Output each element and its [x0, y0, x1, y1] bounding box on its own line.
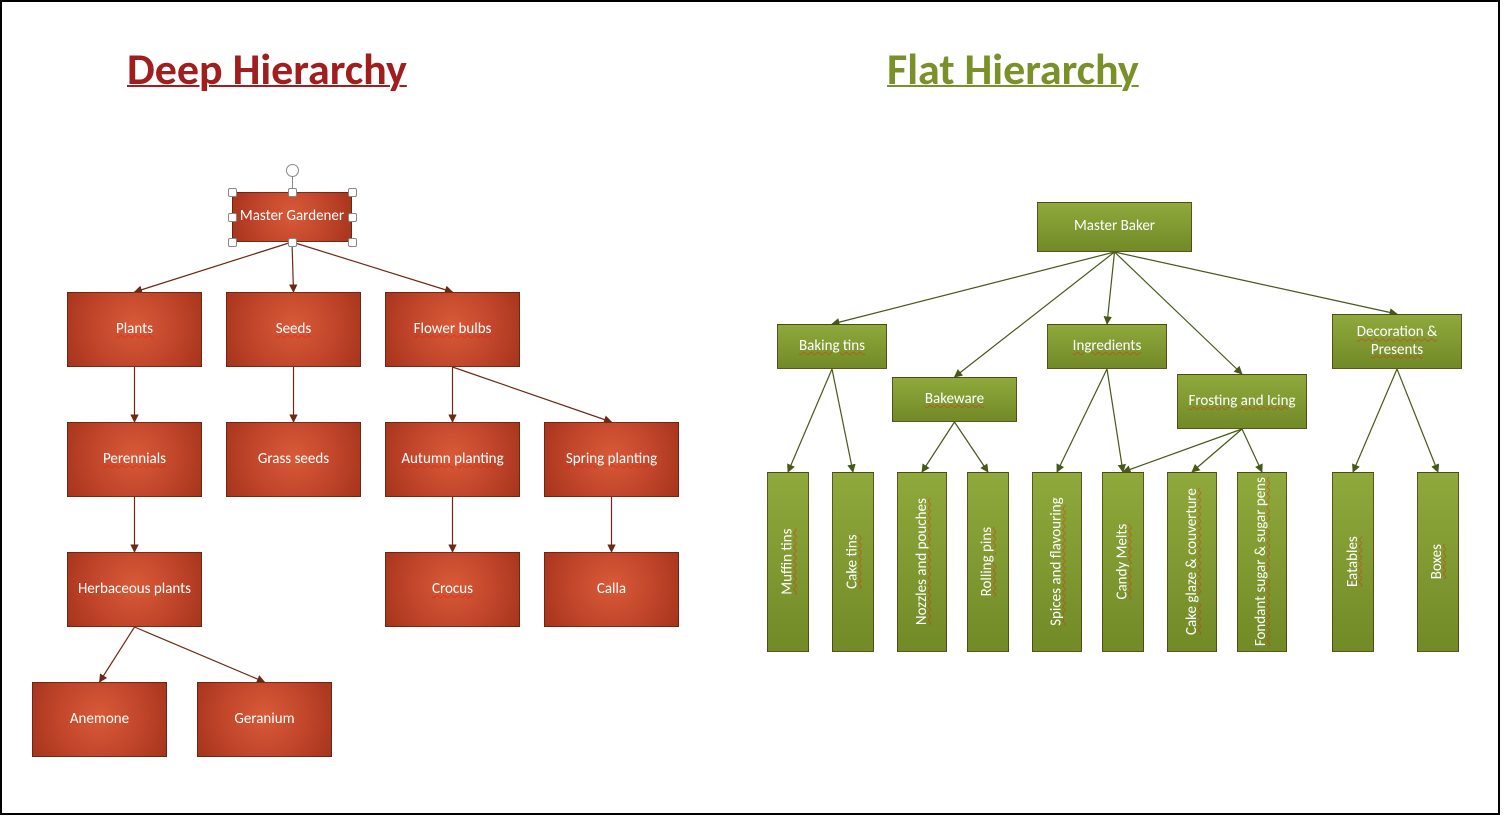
node-rolling-pins: Rolling pins	[967, 472, 1009, 652]
node-muffin-tins: Muffin tins	[767, 472, 809, 652]
edge-herbaceous-plants-to-anemone	[100, 627, 135, 682]
selection-handle[interactable]	[288, 238, 297, 247]
node-boxes: Boxes	[1417, 472, 1459, 652]
node-label: Spring planting	[566, 450, 657, 468]
node-bakeware: Bakeware	[892, 377, 1017, 422]
node-master-baker: Master Baker	[1037, 202, 1192, 252]
node-crocus: Crocus	[385, 552, 520, 627]
node-label: Master Gardener	[240, 208, 344, 225]
node-flower-bulbs: Flower bulbs	[385, 292, 520, 367]
node-label: Bakeware	[925, 390, 984, 408]
node-label: Decoration & Presents	[1357, 323, 1438, 358]
edge-baking-tins-to-muffin-tins	[788, 369, 832, 472]
node-label: Rolling pins	[978, 527, 996, 596]
node-decoration-presents: Decoration & Presents	[1332, 314, 1462, 369]
selection-handle[interactable]	[228, 188, 237, 197]
node-eatables: Eatables	[1332, 472, 1374, 652]
edge-herbaceous-plants-to-geranium	[135, 627, 265, 682]
diagram-canvas: Deep Hierarchy Flat Hierarchy Master Gar…	[0, 0, 1500, 815]
node-label: Spices and flavouring	[1047, 498, 1065, 627]
node-herbaceous-plants: Herbaceous plants	[67, 552, 202, 627]
edge-bakeware-to-rolling-pins	[955, 422, 989, 472]
node-seeds: Seeds	[226, 292, 361, 367]
node-label: Master Baker	[1074, 218, 1155, 235]
node-label: Cake tins	[843, 535, 861, 589]
deep-hierarchy-title: Deep Hierarchy	[127, 42, 407, 96]
node-calla: Calla	[544, 552, 679, 627]
node-label: Eatables	[1343, 537, 1361, 588]
edge-baking-tins-to-cake-tins	[832, 369, 853, 472]
node-cake-glaze: Cake glaze & couverture	[1167, 472, 1217, 652]
node-label: Calla	[597, 581, 626, 598]
node-ingredients: Ingredients	[1047, 324, 1167, 369]
edge-frosting-icing-to-candy-melts	[1123, 429, 1242, 472]
node-geranium: Geranium	[197, 682, 332, 757]
edge-master-baker-to-baking-tins	[832, 252, 1115, 324]
node-label: Plants	[116, 320, 153, 338]
selection-handle[interactable]	[348, 213, 357, 222]
selection-handle[interactable]	[228, 238, 237, 247]
node-autumn-planting: Autumn planting	[385, 422, 520, 497]
node-label: Flower bulbs	[414, 320, 492, 338]
selection-handle[interactable]	[348, 188, 357, 197]
edge-frosting-icing-to-cake-glaze	[1192, 429, 1242, 472]
selection-handle[interactable]	[288, 188, 297, 197]
node-label: Fondant sugar & sugar pens	[1252, 477, 1270, 646]
edge-decoration-presents-to-eatables	[1353, 369, 1397, 472]
node-label: Boxes	[1428, 544, 1446, 579]
node-anemone: Anemone	[32, 682, 167, 757]
flat-hierarchy-title: Flat Hierarchy	[887, 42, 1139, 96]
node-perennials: Perennials	[67, 422, 202, 497]
node-label: Geranium	[234, 711, 294, 728]
node-nozzles-pouches: Nozzles and pouches	[897, 472, 947, 652]
node-label: Candy Melts	[1113, 524, 1131, 600]
edge-master-baker-to-decoration-presents	[1115, 252, 1398, 314]
node-label: Crocus	[432, 580, 473, 598]
node-spices-flavouring: Spices and flavouring	[1032, 472, 1082, 652]
node-grass-seeds: Grass seeds	[226, 422, 361, 497]
node-label: Ingredients	[1073, 337, 1142, 355]
node-master-gardener[interactable]: Master Gardener	[232, 192, 352, 242]
edge-master-gardener-to-plants	[135, 242, 293, 292]
edge-decoration-presents-to-boxes	[1397, 369, 1438, 472]
node-plants: Plants	[67, 292, 202, 367]
node-fondant-sugar: Fondant sugar & sugar pens	[1237, 472, 1287, 652]
node-label: Nozzles and pouches	[912, 499, 930, 626]
node-label: Frosting and Icing	[1188, 392, 1295, 410]
edge-flower-bulbs-to-spring-planting	[453, 367, 612, 422]
edge-ingredients-to-candy-melts	[1107, 369, 1123, 472]
edge-ingredients-to-spices-flavouring	[1057, 369, 1107, 472]
node-label: Seeds	[276, 320, 312, 338]
node-frosting-icing: Frosting and Icing	[1177, 374, 1307, 429]
node-label: Grass seeds	[258, 451, 329, 468]
node-label: Anemone	[70, 711, 129, 728]
node-label: Herbaceous plants	[78, 581, 191, 598]
node-label: Perennials	[103, 450, 166, 468]
selection-handle[interactable]	[348, 238, 357, 247]
edge-bakeware-to-nozzles-pouches	[922, 422, 955, 472]
node-candy-melts: Candy Melts	[1102, 472, 1144, 652]
edge-master-gardener-to-flower-bulbs	[292, 242, 453, 292]
node-label: Autumn planting	[401, 450, 503, 468]
node-label: Baking tins	[799, 337, 865, 355]
edge-frosting-icing-to-fondant-sugar	[1242, 429, 1262, 472]
edge-master-baker-to-ingredients	[1107, 252, 1115, 324]
selection-handle[interactable]	[228, 213, 237, 222]
node-spring-planting: Spring planting	[544, 422, 679, 497]
node-label: Cake glaze & couverture	[1182, 489, 1200, 636]
edge-master-gardener-to-seeds	[292, 242, 294, 292]
rotation-handle-icon[interactable]	[286, 164, 299, 177]
node-baking-tins: Baking tins	[777, 324, 887, 369]
node-cake-tins: Cake tins	[832, 472, 874, 652]
node-label: Muffin tins	[778, 529, 796, 595]
